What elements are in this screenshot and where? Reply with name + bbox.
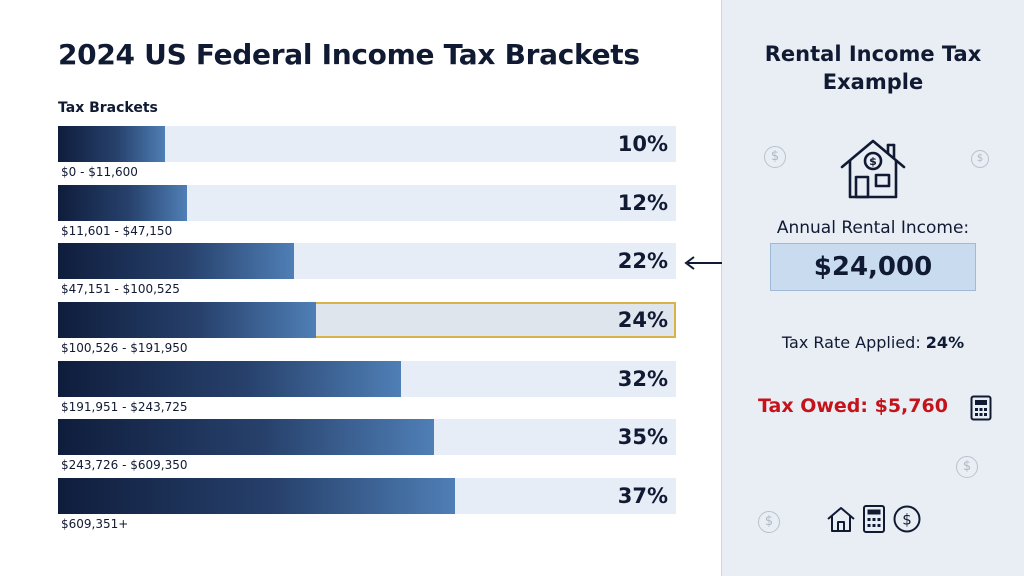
bar-value-label: 37% [617, 484, 668, 508]
page-title: 2024 US Federal Income Tax Brackets [58, 38, 640, 71]
footer-icons: $ [826, 504, 926, 536]
example-panel: Rental Income Tax Example $ $ $ $ $ Annu… [722, 0, 1024, 576]
bar-category-label: $100,526 - $191,950 [61, 341, 188, 355]
bar [58, 185, 187, 221]
bar-category-label: $243,726 - $609,350 [61, 458, 188, 472]
bar-value-label: 35% [617, 425, 668, 449]
bar-row: 32% $191,951 - $243,725 [58, 361, 676, 414]
house-dollar-icon: $ [840, 139, 906, 199]
bar-category-label: $11,601 - $47,150 [61, 224, 173, 238]
bar [58, 361, 401, 397]
bar-value-label: 24% [617, 308, 668, 332]
bar-row: 37% $609,351+ [58, 478, 676, 531]
bar-category-label: $609,351+ [61, 517, 129, 531]
brackets-panel: 2024 US Federal Income Tax Brackets Tax … [58, 38, 676, 531]
bar-value-label: 22% [617, 249, 668, 273]
tax-owed: Tax Owed: $5,760 [758, 395, 948, 417]
bar-row: 24% $100,526 - $191,950 [58, 302, 676, 355]
bar [58, 419, 434, 455]
bar-row: 12% $11,601 - $47,150 [58, 185, 676, 238]
svg-text:$: $ [902, 511, 912, 529]
bar-value-label: 32% [617, 367, 668, 391]
bar [58, 478, 455, 514]
tax-rate-value: 24% [925, 333, 965, 352]
panel-divider [721, 0, 722, 576]
bar-value-label: 10% [617, 132, 668, 156]
bar-row: 22% $47,151 - $100,525 [58, 243, 676, 296]
calculator-icon [863, 505, 885, 533]
tax-rate-line: Tax Rate Applied: 24% [722, 333, 1024, 352]
bar [58, 126, 165, 162]
bar-category-label: $191,951 - $243,725 [61, 400, 188, 414]
bar [58, 302, 316, 338]
bar-category-label: $0 - $11,600 [61, 165, 138, 179]
calculator-icon [970, 395, 992, 421]
example-title-line1: Rental Income Tax [764, 42, 982, 66]
dollar-coin-icon: $ [956, 456, 978, 478]
tax-rate-label: Tax Rate Applied: [781, 333, 921, 352]
example-title: Rental Income Tax Example [722, 40, 1024, 96]
income-value: $24,000 [770, 243, 976, 291]
bar-category-label: $47,151 - $100,525 [61, 282, 180, 296]
dollar-coin-icon: $ [764, 146, 786, 168]
bar [58, 243, 294, 279]
svg-text:$: $ [869, 155, 877, 168]
section-label: Tax Brackets [58, 100, 158, 116]
bar-row: 10% $0 - $11,600 [58, 126, 676, 179]
house-icon [827, 507, 855, 532]
income-label: Annual Rental Income: [776, 218, 970, 238]
bar-row: 35% $243,726 - $609,350 [58, 419, 676, 472]
dollar-coin-icon: $ [971, 150, 989, 168]
bar-value-label: 12% [617, 191, 668, 215]
example-title-line2: Example [822, 70, 924, 94]
dollar-coin-icon: $ [893, 505, 921, 533]
dollar-coin-icon: $ [758, 511, 780, 533]
